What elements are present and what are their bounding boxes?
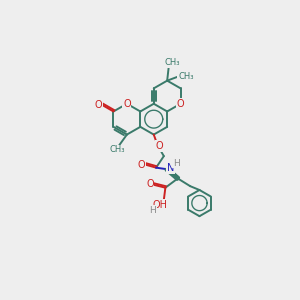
Text: H: H: [150, 206, 156, 214]
Text: O: O: [146, 179, 154, 189]
Text: O: O: [177, 99, 184, 109]
Text: OH: OH: [152, 200, 167, 210]
Text: CH₃: CH₃: [109, 146, 124, 154]
Text: O: O: [137, 160, 145, 170]
Text: O: O: [94, 100, 102, 110]
Text: O: O: [155, 141, 163, 151]
Text: N: N: [167, 164, 175, 173]
Text: CH₃: CH₃: [178, 71, 194, 80]
Text: CH₃: CH₃: [164, 58, 180, 68]
Text: H: H: [173, 158, 180, 167]
Text: O: O: [123, 99, 131, 109]
